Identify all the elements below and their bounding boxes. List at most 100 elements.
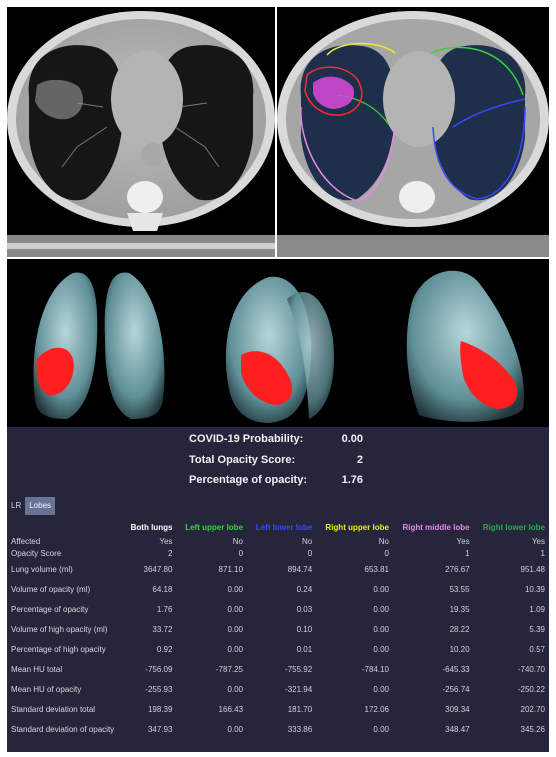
table-cell: 0.57 [529,644,545,654]
row-label: Volume of high opacity (ml) [11,624,108,634]
table-cell: 0.24 [296,584,313,594]
probability-label: COVID-19 Probability: [189,433,304,445]
table-cell: 1 [540,548,545,558]
table-cell: 53.55 [449,584,470,594]
table-cell: 28.22 [449,624,470,634]
row-label: Standard deviation of opacity [11,724,115,734]
table-cell: 198.39 [147,704,173,714]
table-row: Percentage of high opacity 0.92 0.00 0.01 0.… [7,639,549,659]
row-label: Affected [11,536,41,546]
table-cell: 1 [465,548,470,558]
row-label: Mean HU of opacity [11,684,82,694]
table-cell: 172.06 [364,704,389,714]
table-cell: 0.00 [373,684,389,694]
percentage-value: 1.76 [341,474,363,486]
table-cell: 202.70 [520,704,545,714]
render-front [33,272,165,419]
opacity-score-row: Total Opacity Score: 2 [7,454,549,472]
table-cell: -784.10 [361,664,389,674]
table-cell: 10.20 [449,644,470,654]
table-cell: 3647.80 [143,564,173,574]
row-label: Opacity Score [11,548,62,558]
table-cell: 653.81 [364,564,389,574]
table-cell: 19.35 [449,604,470,614]
opacity-score-label: Total Opacity Score: [189,454,296,466]
table-cell: 181.70 [287,704,313,714]
row-label: Lung volume (ml) [11,564,73,574]
table-row: Percentage of opacity 1.76 0.00 0.03 0.00 19.… [7,599,549,619]
table-cell: 0.00 [373,624,389,634]
table-cell: 0 [307,548,313,558]
table-cell: -645.33 [442,664,470,674]
table-cell: 0.00 [373,604,389,614]
tab-lr[interactable]: LR [11,501,22,510]
table-cell: 0.10 [296,624,313,634]
table-cell: 0.00 [373,644,389,654]
table-cell: 0.00 [227,624,244,634]
table-cell: 0.00 [227,724,244,734]
table-cell: 0.00 [227,684,244,694]
table-cell: -321.94 [285,684,313,694]
table-cell: -756.09 [145,664,173,674]
table-cell: 166.43 [218,704,244,714]
table-row: Volume of high opacity (ml) 33.72 0.00 0.10… [7,619,549,639]
table-header-row: Both lungs Left upper lobe Left lower lo… [7,519,549,535]
view-tabs: LR Lobes [7,497,56,515]
table-cell: 1.76 [156,604,173,614]
table-row: Mean HU total -756.09 -787.25 -755.92 -784.1… [7,659,549,679]
probability-row: COVID-19 Probability: 0.00 [7,433,549,451]
table-cell: 33.72 [152,624,173,634]
probability-value: 0.00 [341,433,363,445]
table-row: Mean HU of opacity -255.93 0.00 -321.94 0.00… [7,679,549,699]
table-cell: 64.18 [152,584,173,594]
table-cell: 10.39 [524,584,545,594]
table-cell: -255.93 [145,684,173,694]
header-left-upper-lobe: Left upper lobe [185,522,244,532]
table-cell: 871.10 [218,564,244,574]
table-cell: 333.86 [287,724,313,734]
table-cell: No [232,536,244,546]
table-cell: 348.47 [445,724,470,734]
table-cell: 0.00 [227,604,244,614]
table-cell: -755.92 [285,664,313,674]
table-cell: 0.03 [296,604,313,614]
opacity-score-value: 2 [356,454,363,466]
header-row-label [7,519,123,535]
tab-lobes[interactable]: Lobes [25,497,56,515]
table-cell: 951.48 [520,564,545,574]
table-cell: 0.00 [373,724,389,734]
render-oblique [225,276,334,423]
table-cell: 347.93 [147,724,173,734]
table-row: Affected Yes No No No Yes Yes [7,535,549,547]
table-cell: 0 [384,548,389,558]
table-cell: Yes [531,536,545,546]
row-label: Percentage of high opacity [11,644,106,654]
table-row: Standard deviation of opacity 347.93 0.00 3… [7,719,549,739]
percentage-label: Percentage of opacity: [189,474,307,486]
table-cell: 309.34 [445,704,470,714]
header-right-upper-lobe: Right upper lobe [325,522,389,532]
header-right-middle-lobe: Right middle lobe [402,522,470,532]
table-row: Opacity Score 2 0 0 0 1 1 [7,547,549,559]
header-both-lungs: Both lungs [130,522,173,532]
table-cell: 0.92 [156,644,173,654]
table-cell: No [378,536,389,546]
table-cell: 0.00 [227,584,244,594]
table-cell: -740.70 [517,664,545,674]
table-cell: Yes [456,536,470,546]
table-cell: 0.01 [296,644,313,654]
header-right-lower-lobe: Right lower lobe [482,522,545,532]
table-row: Volume of opacity (ml) 64.18 0.00 0.24 0.00 5… [7,579,549,599]
ct-slice-original [7,7,275,257]
row-label: Percentage of opacity [11,604,89,614]
table-cell: 1.09 [529,604,545,614]
table-cell: 0.00 [227,644,244,654]
table-row: Lung volume (ml) 3647.80 871.10 894.74 653.8… [7,559,549,579]
percentage-row: Percentage of opacity: 1.76 [7,474,549,492]
statistics-panel: COVID-19 Probability: 0.00 Total Opacity… [7,427,549,752]
table-cell: -256.74 [442,684,470,694]
table-cell: Yes [159,536,173,546]
row-label: Standard deviation total [11,704,96,714]
table-cell: -250.22 [517,684,545,694]
lung-3d-renders [7,259,549,427]
